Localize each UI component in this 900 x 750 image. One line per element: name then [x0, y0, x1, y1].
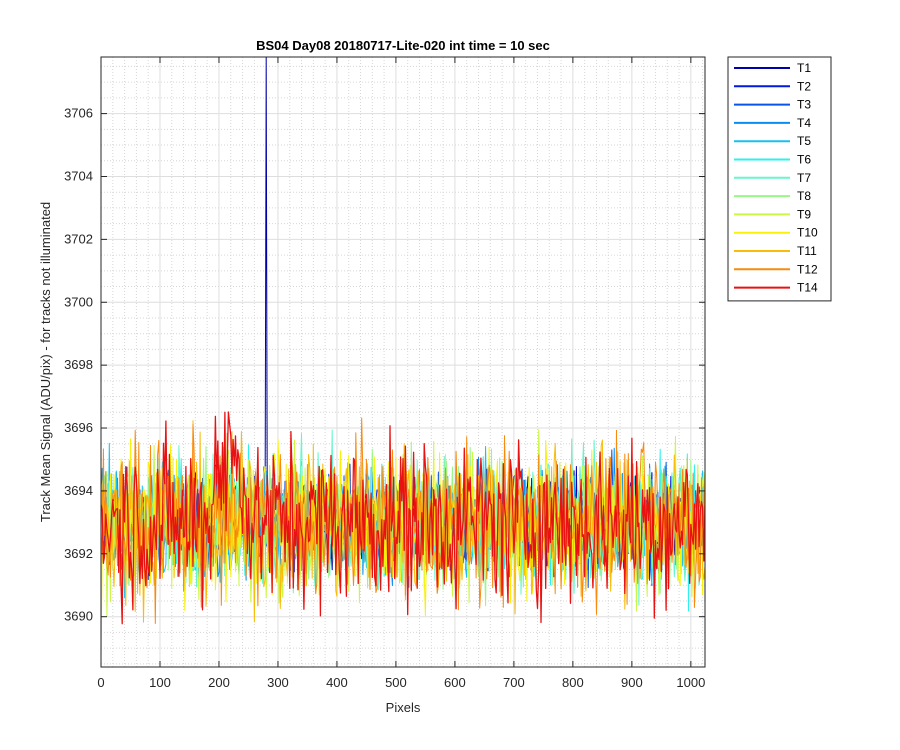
series-line-T14: [101, 411, 705, 625]
y-tick-label: 3702: [64, 231, 93, 246]
x-tick-label: 800: [562, 675, 584, 690]
series-layer: [101, 57, 705, 658]
legend-entry: T8: [797, 189, 811, 203]
x-tick-label: 400: [326, 675, 348, 690]
chart-title: BS04 Day08 20180717-Lite-020 int time = …: [256, 38, 550, 53]
legend-entry: T1: [797, 61, 811, 75]
y-tick-label: 3696: [64, 420, 93, 435]
legend: T1 T2 T3 T4 T5 T6 T7 T8 T9 T10 T11 T12 T14: [727, 56, 832, 302]
x-tick-label: 500: [385, 675, 407, 690]
y-tick-label: 3690: [64, 609, 93, 624]
plot-frame: [100, 56, 706, 668]
legend-entry: T11: [797, 244, 817, 258]
x-tick-label: 600: [444, 675, 466, 690]
y-tick-label: 3698: [64, 357, 93, 372]
legend-entry: T12: [797, 262, 818, 276]
x-tick-label: 900: [621, 675, 643, 690]
x-tick-label: 1000: [676, 675, 705, 690]
legend-entry: T3: [797, 98, 811, 112]
legend-entry: T7: [797, 171, 811, 185]
x-ticks: 0 100 200 300 400 500 600 700 800 900 1000: [97, 57, 705, 690]
x-tick-label: 200: [208, 675, 230, 690]
legend-entry: T2: [797, 79, 811, 93]
legend-entry: T14: [797, 281, 818, 295]
legend-box: [727, 56, 832, 302]
y-tick-label: 3706: [64, 106, 93, 121]
x-tick-label: 0: [97, 675, 104, 690]
legend-entry: T10: [797, 226, 818, 240]
y-tick-label: 3704: [64, 168, 93, 183]
y-tick-label: 3692: [64, 546, 93, 561]
y-tick-label: 3700: [64, 294, 93, 309]
x-tick-label: 300: [267, 675, 289, 690]
x-tick-label: 100: [149, 675, 171, 690]
y-ticks: 3690 3692 3694 3696 3698 3700 3702 3704 3706: [64, 106, 705, 624]
y-tick-label: 3694: [64, 483, 93, 498]
legend-entry: T6: [797, 153, 811, 167]
legend-entry: T5: [797, 134, 811, 148]
x-axis-label: Pixels: [386, 700, 421, 715]
legend-entry: T9: [797, 207, 811, 221]
y-axis-label: Track Mean Signal (ADU/pix) - for tracks…: [38, 202, 53, 522]
x-tick-label: 700: [503, 675, 525, 690]
legend-entry: T4: [797, 116, 811, 130]
